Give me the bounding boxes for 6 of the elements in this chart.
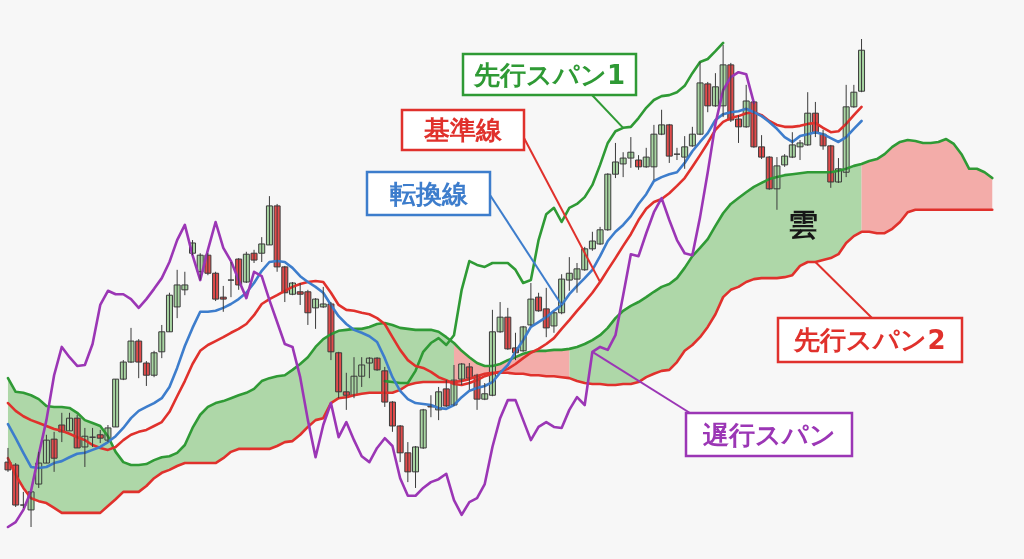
series-label: 先行スパン1 — [472, 59, 626, 90]
text: 転換線 — [389, 178, 469, 209]
text: 基準線 — [423, 115, 503, 145]
annotation: 雲 — [788, 207, 818, 242]
text: 遅行スパン — [701, 419, 836, 450]
legend-label: 先行スパン2 — [793, 325, 946, 355]
